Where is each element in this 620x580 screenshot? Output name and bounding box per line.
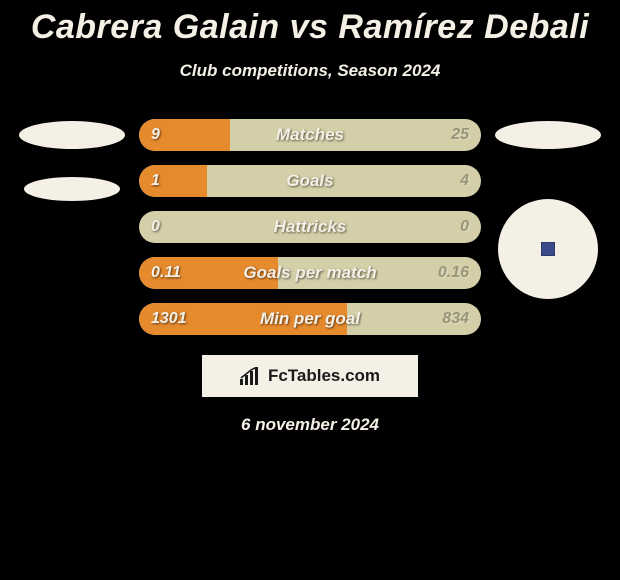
stat-left-value: 1301 bbox=[151, 303, 187, 335]
stat-left-value: 0 bbox=[151, 211, 160, 243]
footer-brand-text: FcTables.com bbox=[268, 366, 380, 386]
player-left-photo-placeholder-2 bbox=[24, 177, 120, 201]
stat-right-value: 25 bbox=[451, 119, 469, 151]
stat-left-value: 1 bbox=[151, 165, 160, 197]
bars-icon bbox=[240, 367, 262, 385]
stat-bar-hattricks: 0 Hattricks 0 bbox=[139, 211, 481, 243]
player-left-photo-col bbox=[17, 119, 127, 201]
badge-icon bbox=[541, 242, 555, 256]
player-right-badge bbox=[498, 199, 598, 299]
stat-bar-gpm: 0.11 Goals per match 0.16 bbox=[139, 257, 481, 289]
stat-fill bbox=[139, 165, 207, 197]
date-line: 6 november 2024 bbox=[241, 415, 379, 435]
stat-left-value: 0.11 bbox=[151, 257, 181, 289]
chart-area: 9 Matches 25 1 Goals 4 0 Hattricks 0 0.1… bbox=[0, 119, 620, 335]
stat-bar-matches: 9 Matches 25 bbox=[139, 119, 481, 151]
stat-left-value: 9 bbox=[151, 119, 160, 151]
player-right-photo-placeholder bbox=[495, 121, 601, 149]
footer-brand-box: FcTables.com bbox=[202, 355, 418, 397]
page-title: Cabrera Galain vs Ramírez Debali bbox=[31, 8, 589, 47]
stat-right-value: 0 bbox=[460, 211, 469, 243]
player-left-photo-placeholder bbox=[19, 121, 125, 149]
stat-right-value: 834 bbox=[442, 303, 469, 335]
stat-right-value: 0.16 bbox=[438, 257, 469, 289]
subtitle: Club competitions, Season 2024 bbox=[180, 61, 441, 81]
stat-right-value: 4 bbox=[460, 165, 469, 197]
comparison-card: Cabrera Galain vs Ramírez Debali Club co… bbox=[0, 0, 620, 435]
footer-logo: FcTables.com bbox=[240, 366, 380, 386]
player-right-photo-col bbox=[493, 119, 603, 299]
stat-label: Hattricks bbox=[139, 211, 481, 243]
stat-bar-mpg: 1301 Min per goal 834 bbox=[139, 303, 481, 335]
stats-bars: 9 Matches 25 1 Goals 4 0 Hattricks 0 0.1… bbox=[139, 119, 481, 335]
stat-bar-goals: 1 Goals 4 bbox=[139, 165, 481, 197]
